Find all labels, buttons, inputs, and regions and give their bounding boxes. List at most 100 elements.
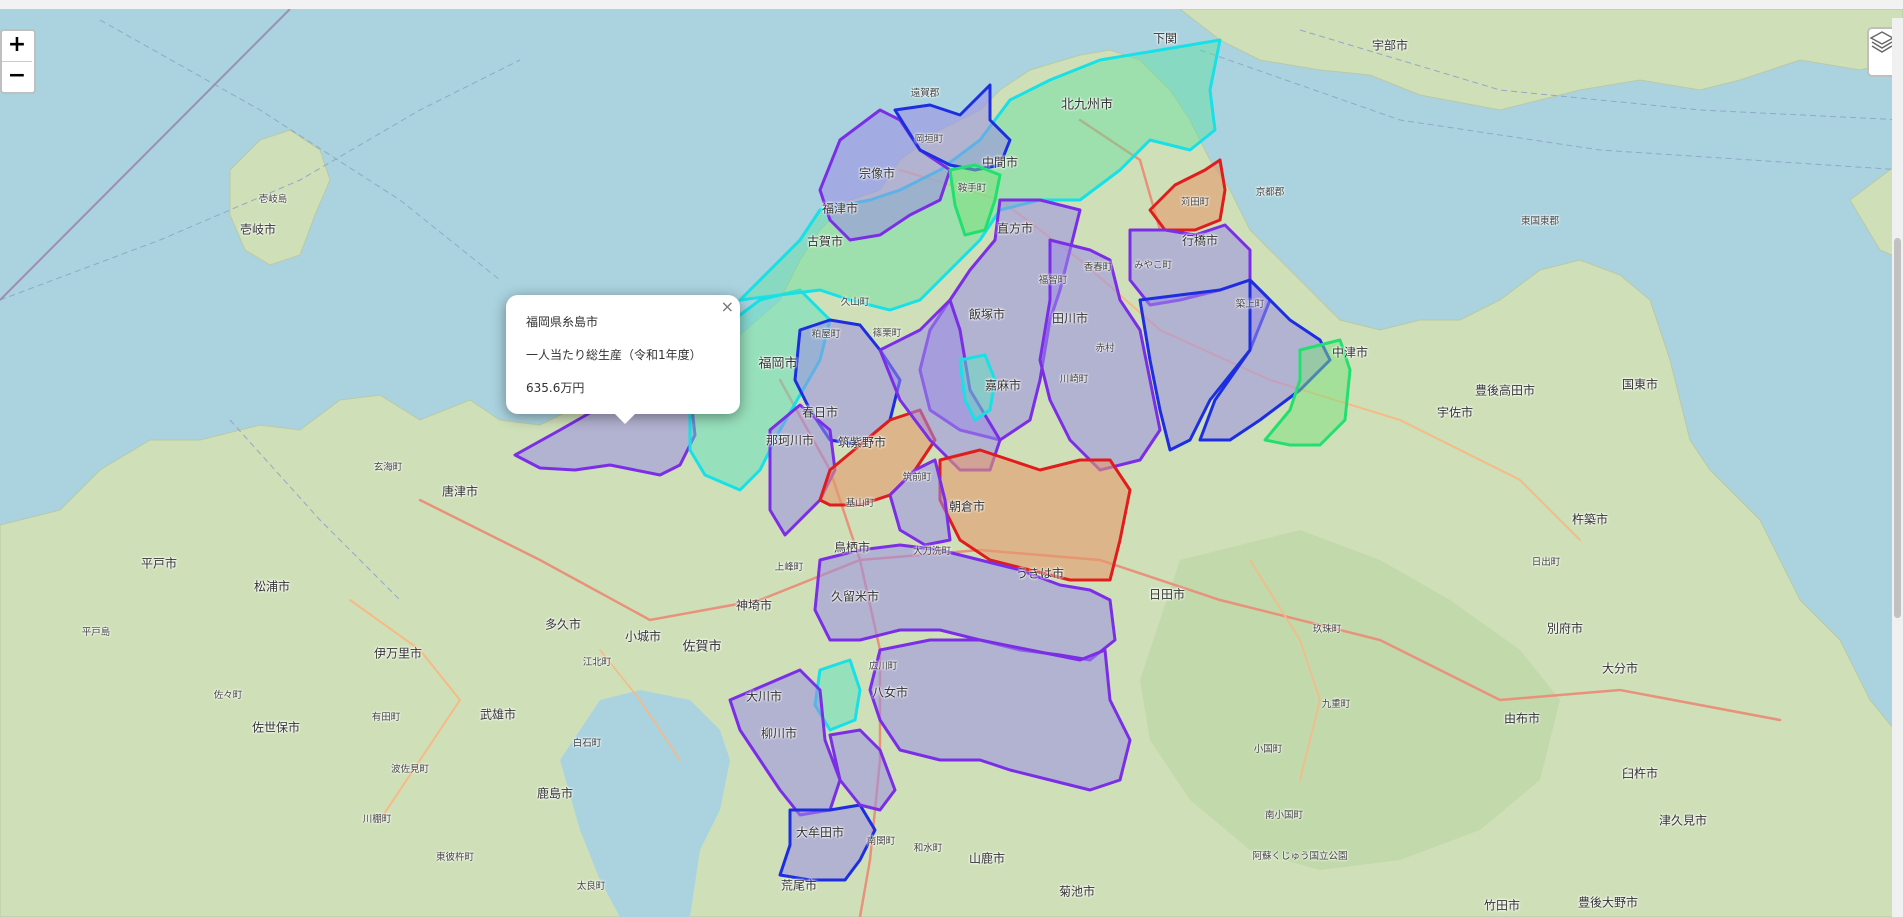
region-miyama: [828, 728, 897, 812]
place-label: 那珂川市: [765, 433, 815, 448]
place-label: 杵築市: [1571, 512, 1609, 527]
place-label: 遠賀郡: [910, 88, 940, 99]
place-label: 築上町: [1235, 299, 1265, 310]
place-label: 筑前町: [902, 472, 932, 483]
place-label: 直方市: [996, 221, 1034, 236]
place-label: 基山町: [845, 498, 875, 509]
place-label: 小国町: [1253, 744, 1283, 755]
land-mountain-tint: [1140, 530, 1560, 870]
place-label: 下関: [1152, 31, 1178, 46]
place-label: 宇部市: [1371, 38, 1409, 53]
region-chikujo: [1138, 278, 1272, 452]
place-label: 荒尾市: [780, 878, 818, 893]
ferry-route: [0, 9, 291, 301]
info-popup: × 福岡県糸島市 一人当たり総生産（令和1年度） 635.6万円: [506, 295, 740, 424]
place-label: 伊万里市: [373, 646, 423, 661]
map-layer: [0, 9, 1903, 917]
place-label: 久留米市: [830, 589, 880, 604]
place-label: 中津市: [1331, 345, 1369, 360]
page-scrollbar[interactable]: [1892, 18, 1903, 917]
region-kanda: [1148, 158, 1227, 232]
region-buzen: [1198, 278, 1332, 442]
place-label: 波佐見町: [390, 764, 430, 775]
region-asakura: [938, 448, 1132, 582]
place-label: 筑紫野市: [837, 435, 887, 450]
place-label: 玖珠町: [1312, 624, 1342, 635]
place-label: 佐世保市: [251, 720, 301, 735]
place-label: 赤村: [1095, 343, 1115, 354]
layers-icon: [1869, 31, 1895, 53]
place-label: 篠栗町: [872, 328, 902, 339]
scrollbar-thumb[interactable]: [1894, 238, 1901, 618]
zoom-control: + −: [0, 29, 36, 94]
popup-close-button[interactable]: ×: [720, 297, 734, 316]
place-label: 苅田町: [1180, 197, 1210, 208]
place-label: 嘉麻市: [984, 378, 1022, 393]
place-label: 福岡市: [758, 356, 798, 372]
map-canvas[interactable]: 北九州市 下関 宇部市 宗像市 福津市 古賀市 中間市 鞍手町 直方市 苅田町 行橋市 みやこ町 築上町…: [0, 9, 1903, 917]
place-label: 東国東郡: [1520, 216, 1560, 227]
region-iizuka: [878, 298, 1002, 472]
popup-title: 福岡県糸島市: [526, 315, 599, 329]
zoom-in-button[interactable]: +: [7, 32, 27, 57]
place-label: 宗像市: [858, 166, 896, 181]
place-label: 八女市: [871, 685, 909, 700]
sea-boundaries: [0, 19, 1903, 601]
popup-value: 635.6万円: [526, 381, 585, 395]
place-label: 阿蘇くじゅう国立公園: [1252, 851, 1348, 862]
region-yanagawa: [728, 668, 842, 817]
place-label: 神埼市: [735, 598, 773, 613]
place-label: 壱岐島: [258, 194, 288, 205]
place-label: 上峰町: [774, 562, 804, 573]
place-label: 山鹿市: [968, 851, 1006, 866]
municipality-polygons[interactable]: [513, 38, 1352, 882]
place-label: 柳川市: [760, 726, 798, 741]
place-label: 太良町: [576, 881, 606, 892]
place-label: 南関町: [866, 836, 896, 847]
place-label: 大川市: [745, 689, 783, 704]
place-label: 東彼杵町: [435, 852, 475, 863]
place-label: 大刀洗町: [912, 546, 952, 557]
region-omuta: [778, 803, 877, 882]
place-label: 竹田市: [1483, 898, 1521, 913]
place-label: 松浦市: [253, 579, 291, 594]
place-label: 白石町: [572, 738, 602, 749]
place-label: 行橋市: [1181, 233, 1219, 248]
place-label: 平戸市: [140, 556, 178, 571]
place-label: 小城市: [624, 629, 662, 644]
place-label: 香春町: [1083, 262, 1113, 273]
place-label: 菊池市: [1058, 884, 1096, 899]
popup-metric-label: 一人当たり総生産（令和1年度）: [526, 348, 702, 362]
place-label: 鹿島市: [536, 786, 574, 801]
place-label: 岡垣町: [914, 134, 944, 145]
place-label: 久山町: [840, 297, 870, 308]
place-label: 九重町: [1321, 699, 1351, 710]
place-label: 別府市: [1546, 621, 1584, 636]
place-label: 大分市: [1601, 661, 1639, 676]
place-label: 豊後高田市: [1474, 383, 1536, 398]
place-label: 和水町: [913, 843, 943, 854]
region-munakata: [818, 108, 952, 242]
place-label: 南小国町: [1264, 810, 1304, 821]
place-label: 古賀市: [806, 234, 844, 249]
zoom-out-button[interactable]: −: [2, 61, 32, 92]
region-okagaki: [893, 83, 1012, 172]
place-label: 日出町: [1531, 557, 1561, 568]
place-label: 宇佐市: [1436, 405, 1474, 420]
place-label: 田川市: [1051, 311, 1089, 326]
place-label: 有田町: [371, 712, 401, 723]
land-iki: [229, 129, 331, 266]
place-label: 朝倉市: [948, 499, 986, 514]
place-label: 佐々町: [213, 690, 243, 701]
place-label: 津久見市: [1658, 813, 1708, 828]
region-tagawa: [1038, 238, 1162, 472]
place-label: 北九州市: [1060, 97, 1114, 113]
popup-tip: [614, 413, 636, 424]
place-label: 福津市: [821, 201, 859, 216]
place-label: 唐津市: [441, 484, 479, 499]
place-label: 壱岐市: [239, 222, 277, 237]
place-label: 川棚町: [362, 814, 392, 825]
place-label: 国東市: [1621, 377, 1659, 392]
region-keisen: [958, 353, 997, 422]
place-label: 平戸島: [81, 627, 111, 638]
